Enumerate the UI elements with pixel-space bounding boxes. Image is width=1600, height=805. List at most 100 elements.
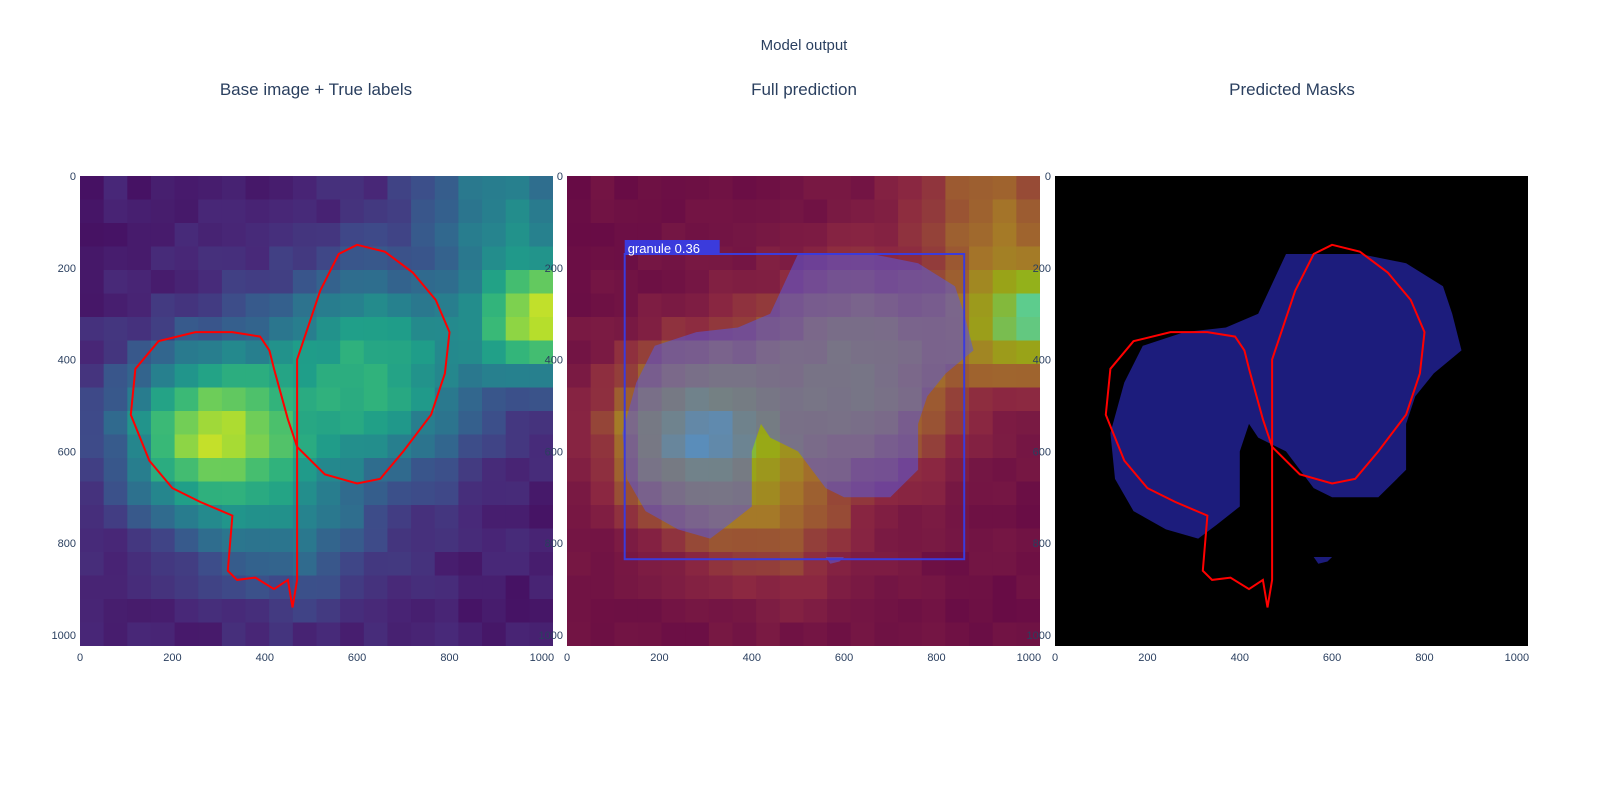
- prediction-heatmap-cell: [921, 599, 946, 624]
- heatmap-cell: [221, 317, 247, 342]
- heatmap-cell: [529, 317, 553, 342]
- heatmap-cell: [103, 340, 128, 365]
- prediction-heatmap-cell: [756, 575, 781, 600]
- heatmap-cell: [174, 223, 199, 248]
- heatmap-cell: [269, 270, 294, 295]
- heatmap-cell: [292, 246, 318, 271]
- heatmap-cell: [458, 575, 483, 600]
- prediction-heatmap-cell: [732, 223, 757, 248]
- heatmap-cell: [387, 340, 412, 365]
- heatmap-cell: [198, 293, 223, 318]
- heatmap-cell: [482, 387, 507, 412]
- heatmap-cell: [174, 364, 199, 389]
- heatmap-cell: [363, 528, 389, 553]
- prediction-heatmap-cell: [921, 199, 946, 224]
- heatmap-cell: [198, 575, 223, 600]
- prediction-heatmap-cell: [708, 270, 734, 295]
- heatmap-cell: [103, 481, 128, 506]
- y-tick-label: 1000: [539, 630, 563, 642]
- heatmap-cell: [340, 317, 365, 342]
- prediction-heatmap-cell: [1016, 481, 1040, 506]
- prediction-heatmap-cell: [969, 293, 994, 318]
- prediction-heatmap-cell: [898, 505, 923, 530]
- heatmap-cell: [245, 317, 270, 342]
- heatmap-cell: [529, 599, 553, 624]
- prediction-heatmap-cell: [590, 387, 615, 412]
- heatmap-cell: [411, 481, 436, 506]
- prediction-heatmap-cell: [637, 270, 663, 295]
- prediction-heatmap-cell: [708, 176, 734, 201]
- heatmap-cell: [174, 528, 199, 553]
- heatmap-cell: [316, 481, 341, 506]
- heatmap-cell: [529, 552, 553, 577]
- heatmap-cell: [340, 364, 365, 389]
- heatmap-cell: [80, 246, 105, 271]
- y-tick-label: 200: [58, 263, 76, 275]
- heatmap-cell: [340, 458, 365, 483]
- prediction-heatmap-cell: [850, 622, 876, 646]
- prediction-heatmap-cell: [992, 528, 1017, 553]
- prediction-heatmap-cell: [637, 176, 663, 201]
- detection-label: granule 0.36: [624, 240, 720, 256]
- heatmap-cell: [505, 199, 530, 224]
- prediction-heatmap-cell: [969, 505, 994, 530]
- prediction-heatmap-cell: [969, 317, 994, 342]
- prediction-heatmap-cell: [567, 458, 592, 483]
- heatmap-cell: [340, 434, 365, 459]
- x-tick-label: 600: [835, 652, 853, 664]
- heatmap-cell: [245, 293, 270, 318]
- heatmap-cell: [221, 246, 247, 271]
- heatmap-cell: [505, 528, 530, 553]
- heatmap-cell: [505, 317, 530, 342]
- prediction-heatmap-cell: [614, 505, 639, 530]
- prediction-heatmap-cell: [874, 622, 899, 646]
- heatmap-cell: [221, 293, 247, 318]
- prediction-heatmap-cell: [590, 575, 615, 600]
- prediction-heatmap-cell: [803, 505, 828, 530]
- prediction-heatmap-cell: [992, 364, 1017, 389]
- prediction-heatmap-cell: [1016, 246, 1040, 271]
- heatmap-cell: [458, 246, 483, 271]
- heatmap-cell: [458, 434, 483, 459]
- prediction-heatmap-cell: [827, 505, 852, 530]
- heatmap-cell: [505, 622, 530, 646]
- heatmap-cell: [103, 223, 128, 248]
- heatmap-cell: [269, 599, 294, 624]
- prediction-heatmap-cell: [567, 293, 592, 318]
- prediction-heatmap-cell: [969, 270, 994, 295]
- heatmap-cell: [458, 293, 483, 318]
- heatmap-cell: [174, 411, 199, 436]
- x-tick-label: 800: [1415, 652, 1433, 664]
- heatmap-cell: [363, 505, 389, 530]
- heatmap-cell: [80, 199, 105, 224]
- heatmap-cell: [434, 458, 459, 483]
- panel-title-full-prediction: Full prediction: [751, 80, 857, 99]
- prediction-heatmap-cell: [921, 505, 946, 530]
- prediction-heatmap-cell: [969, 387, 994, 412]
- prediction-heatmap-cell: [661, 622, 686, 646]
- heatmap-cell: [127, 317, 152, 342]
- prediction-heatmap-cell: [992, 575, 1017, 600]
- heatmap-cell: [316, 411, 341, 436]
- prediction-heatmap-cell: [992, 387, 1017, 412]
- prediction-heatmap-cell: [992, 293, 1017, 318]
- heatmap-cell: [316, 176, 341, 201]
- prediction-heatmap-cell: [969, 176, 994, 201]
- prediction-heatmap-cell: [614, 622, 639, 646]
- x-tick-label: 800: [927, 652, 945, 664]
- heatmap-cell: [150, 176, 176, 201]
- heatmap-cell: [411, 387, 436, 412]
- prediction-heatmap-cell: [827, 223, 852, 248]
- y-tick-label: 400: [545, 355, 563, 367]
- heatmap-cell: [198, 270, 223, 295]
- heatmap-cell: [363, 317, 389, 342]
- heatmap-cell: [221, 223, 247, 248]
- y-tick-label: 800: [58, 538, 76, 550]
- heatmap-cell: [411, 599, 436, 624]
- prediction-heatmap-cell: [567, 387, 592, 412]
- heatmap-cell: [245, 199, 270, 224]
- prediction-heatmap-cell: [969, 481, 994, 506]
- prediction-heatmap-cell: [637, 622, 663, 646]
- heatmap-cell: [458, 599, 483, 624]
- heatmap-cell: [411, 199, 436, 224]
